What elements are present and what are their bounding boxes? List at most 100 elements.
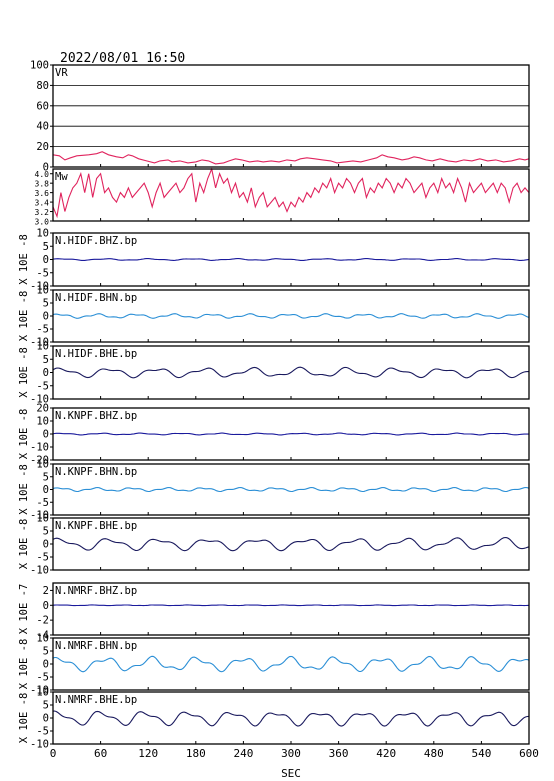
y-tick-label: 0: [43, 659, 49, 671]
y-tick-label: 0: [43, 600, 49, 612]
y-tick-label: 5: [43, 700, 49, 712]
series-line: [52, 432, 529, 436]
y-tick-label: 4.0: [35, 170, 50, 179]
x-tick-label: 300: [281, 747, 301, 760]
panel-label: N.KNPF.BHN.bp: [55, 466, 137, 478]
y-tick-label: 60: [36, 100, 49, 112]
y-tick-label: 20: [36, 403, 49, 415]
y-tick-label: -5: [36, 552, 49, 564]
y-axis-unit-label: X 10E -8: [18, 464, 30, 515]
panel-label: N.NMRF.BHE.bp: [55, 694, 137, 706]
y-tick-label: -10: [30, 510, 49, 522]
y-tick-label: -10: [30, 739, 49, 751]
y-tick-label: 5: [43, 298, 49, 310]
panel-label: N.KNPF.BHZ.bp: [55, 410, 137, 422]
y-tick-label: -20: [30, 455, 49, 467]
y-tick-label: 0: [43, 162, 49, 174]
timestamp-header: 2022/08/01 16:50: [60, 51, 185, 66]
y-tick-label: 5: [43, 526, 49, 538]
series-line: [52, 710, 530, 727]
panel-frame: [52, 64, 530, 168]
x-axis: 0 60 120 180 240 300 360 420 480 540 600: [50, 747, 539, 760]
y-tick-label: -5: [36, 324, 49, 336]
series-line: [52, 167, 530, 219]
series-line: [52, 486, 530, 493]
y-tick-label: 2: [43, 585, 49, 597]
y-tick-label: 10: [36, 633, 49, 645]
y-tick-label: -5: [36, 267, 49, 279]
y-axis-unit-label: X 10E -8: [18, 639, 30, 690]
y-tick-label: 3.4: [35, 199, 50, 208]
y-tick-label: 10: [36, 285, 49, 297]
y-tick-label: 3.2: [35, 208, 50, 217]
x-tick-label: 600: [519, 747, 539, 760]
y-tick-label: -2: [36, 615, 49, 627]
y-tick-label: 10: [36, 416, 49, 428]
x-tick-label: 180: [186, 747, 206, 760]
series-line: [52, 604, 530, 607]
y-tick-label: 20: [36, 141, 49, 153]
x-axis-label: SEC: [281, 767, 301, 780]
y-tick-label: 80: [36, 80, 49, 92]
y-tick-label: -5: [36, 672, 49, 684]
panel-frame: [52, 168, 530, 222]
y-tick-label: 0: [43, 367, 49, 379]
y-tick-label: -10: [30, 337, 49, 349]
y-tick-label: -10: [30, 565, 49, 577]
panel-label: Mw: [55, 171, 68, 183]
y-tick-label: 0: [43, 713, 49, 725]
y-axis-unit-label: X 10E -8: [18, 409, 30, 460]
y-tick-label: 5: [43, 646, 49, 658]
panel-label: N.HIDF.BHE.bp: [55, 348, 137, 360]
y-tick-label: -5: [36, 726, 49, 738]
y-tick-label: 40: [36, 121, 49, 133]
panel-label: VR: [55, 67, 68, 79]
y-tick-label: -10: [30, 685, 49, 697]
y-tick-label: 10: [36, 228, 49, 240]
panel-label: N.KNPF.BHE.bp: [55, 520, 137, 532]
y-tick-label: 5: [43, 354, 49, 366]
y-tick-label: -5: [36, 497, 49, 509]
y-tick-label: 3.0: [35, 218, 50, 227]
y-tick-label: 100: [30, 60, 49, 72]
x-tick-label: 0: [50, 747, 57, 760]
y-tick-label: 0: [43, 539, 49, 551]
panel-mw: 3.03.23.43.63.84.0 Mw: [35, 167, 530, 227]
y-tick-label: -10: [30, 442, 49, 454]
panel-label: N.HIDF.BHZ.bp: [55, 235, 137, 247]
y-tick-label: 0: [43, 484, 49, 496]
panel-n-nmrf-bhz-bp: -4 -2 0 2 N.NMRF.BHZ.bp X 10E -7: [18, 582, 530, 642]
y-axis-unit-label: X 10E -8: [18, 234, 30, 285]
series-line: [52, 536, 530, 552]
y-tick-label: 10: [36, 687, 49, 699]
panel-label: N.NMRF.BHZ.bp: [55, 585, 137, 597]
y-tick-label: -4: [36, 630, 49, 642]
y-tick-label: 10: [36, 513, 49, 525]
y-tick-label: -10: [30, 281, 49, 293]
series-line: [52, 258, 530, 261]
panel-label: N.NMRF.BHN.bp: [55, 640, 137, 652]
y-tick-label: 3.6: [35, 189, 50, 198]
x-tick-label: 240: [233, 747, 253, 760]
x-tick-label: 60: [94, 747, 107, 760]
y-tick-label: -5: [36, 380, 49, 392]
x-tick-label: 420: [376, 747, 396, 760]
series-line: [52, 151, 530, 165]
y-tick-label: 3.8: [35, 180, 50, 189]
x-tick-label: 540: [471, 747, 491, 760]
y-axis-unit-label: X 10E -8: [18, 347, 30, 398]
y-tick-label: 5: [43, 241, 49, 253]
panel-label: N.HIDF.BHN.bp: [55, 292, 137, 304]
series-line: [52, 366, 529, 379]
y-tick-label: 0: [43, 311, 49, 323]
